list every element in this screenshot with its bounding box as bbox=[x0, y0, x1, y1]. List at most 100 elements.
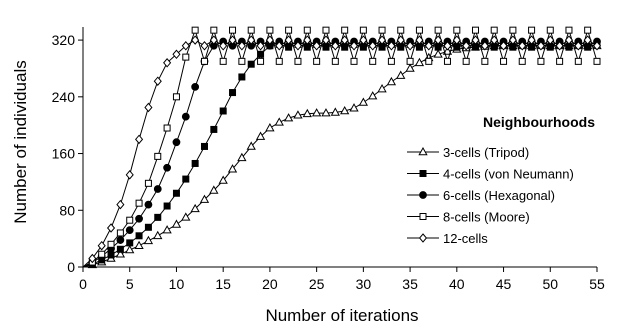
data-point bbox=[518, 40, 527, 51]
data-point bbox=[125, 226, 134, 235]
data-point bbox=[191, 82, 200, 91]
legend-title: Neighbourhoods bbox=[483, 114, 595, 130]
data-point bbox=[257, 57, 265, 65]
data-point bbox=[134, 240, 144, 250]
data-point bbox=[592, 40, 602, 51]
data-point bbox=[200, 57, 208, 65]
data-point bbox=[377, 83, 387, 93]
data-point bbox=[330, 107, 340, 116]
data-point bbox=[294, 57, 302, 65]
data-point bbox=[368, 40, 377, 51]
data-point bbox=[452, 35, 461, 45]
data-point bbox=[321, 35, 331, 45]
data-point bbox=[88, 253, 97, 264]
x-tick-label: 45 bbox=[496, 276, 512, 292]
data-point bbox=[229, 26, 237, 34]
data-point bbox=[219, 107, 227, 115]
data-point bbox=[238, 73, 246, 81]
data-point bbox=[311, 108, 322, 117]
data-point bbox=[358, 97, 369, 106]
data-point bbox=[480, 40, 489, 51]
data-point bbox=[172, 189, 180, 197]
data-point bbox=[116, 229, 124, 237]
data-point bbox=[340, 35, 349, 45]
data-point bbox=[584, 26, 592, 34]
data-point bbox=[265, 35, 274, 45]
data-point bbox=[425, 57, 433, 65]
data-point bbox=[255, 131, 266, 140]
data-point bbox=[377, 35, 387, 45]
data-point bbox=[246, 141, 256, 150]
data-point bbox=[443, 40, 452, 51]
data-point bbox=[322, 26, 330, 34]
data-point bbox=[509, 26, 517, 34]
data-point bbox=[163, 124, 171, 132]
data-point bbox=[228, 35, 237, 45]
data-point bbox=[126, 239, 134, 247]
data-point bbox=[472, 26, 480, 34]
data-point bbox=[162, 225, 172, 234]
data-point bbox=[499, 40, 508, 51]
x-tick-label: 15 bbox=[215, 276, 231, 292]
data-point bbox=[555, 40, 564, 51]
data-point bbox=[593, 57, 601, 65]
legend-item: 8-cells (Moore) bbox=[407, 210, 530, 225]
data-point bbox=[116, 199, 125, 210]
data-point bbox=[181, 212, 191, 221]
data-point bbox=[116, 236, 125, 244]
data-point bbox=[154, 152, 162, 160]
data-point bbox=[434, 35, 443, 45]
data-point bbox=[181, 40, 190, 51]
x-tick-label: 50 bbox=[542, 276, 558, 292]
data-point bbox=[321, 108, 331, 117]
data-point bbox=[293, 110, 303, 119]
data-point bbox=[462, 40, 471, 51]
data-point bbox=[144, 223, 152, 231]
data-point bbox=[98, 250, 106, 258]
data-point bbox=[556, 57, 564, 65]
series-layer bbox=[82, 26, 602, 269]
series-line bbox=[82, 28, 598, 268]
data-point bbox=[275, 57, 283, 65]
data-point bbox=[500, 57, 508, 65]
legend-item: 3-cells (Tripod) bbox=[407, 145, 529, 160]
y-tick-label: 0 bbox=[67, 259, 75, 275]
data-point bbox=[331, 57, 339, 65]
data-point bbox=[285, 26, 293, 34]
data-point bbox=[247, 35, 256, 45]
legend-swatch-marker bbox=[418, 233, 428, 243]
data-point bbox=[443, 57, 451, 65]
data-point bbox=[163, 202, 171, 210]
data-point bbox=[266, 26, 274, 34]
data-point bbox=[265, 122, 275, 132]
series-4 bbox=[82, 26, 601, 268]
legend-label: 8-cells (Moore) bbox=[443, 210, 530, 225]
x-axis-title: Number of iterations bbox=[265, 306, 418, 324]
legend-swatch-marker bbox=[419, 213, 427, 220]
data-point bbox=[442, 46, 453, 55]
y-tick-label: 160 bbox=[52, 146, 76, 162]
data-point bbox=[453, 26, 461, 34]
data-point bbox=[481, 57, 489, 65]
data-point bbox=[190, 203, 200, 213]
data-point bbox=[508, 35, 517, 45]
legend-swatch-marker bbox=[418, 146, 428, 156]
data-point bbox=[153, 230, 163, 240]
data-point bbox=[237, 40, 246, 51]
data-point bbox=[257, 50, 265, 58]
data-point bbox=[303, 35, 312, 45]
data-point bbox=[181, 112, 190, 121]
data-point bbox=[135, 199, 143, 207]
data-point bbox=[434, 26, 442, 34]
data-point bbox=[283, 113, 294, 122]
data-point bbox=[163, 58, 172, 68]
data-point bbox=[565, 26, 573, 34]
data-point bbox=[154, 213, 162, 221]
x-tick-label: 25 bbox=[309, 276, 325, 292]
data-point bbox=[97, 240, 106, 251]
legend: Neighbourhoods 3-cells (Tripod) 4-cells (v… bbox=[407, 114, 595, 246]
data-point bbox=[191, 26, 199, 34]
data-point bbox=[406, 40, 415, 51]
data-point bbox=[378, 26, 386, 34]
data-point bbox=[349, 40, 359, 51]
